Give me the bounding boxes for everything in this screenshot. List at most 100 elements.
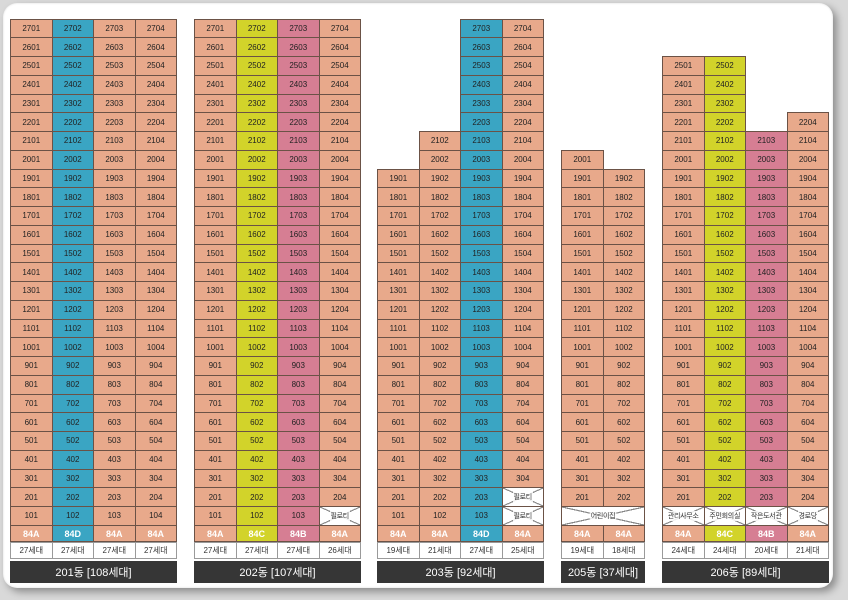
unit-cell: 1503 — [460, 243, 503, 264]
unit-cell: 904 — [134, 356, 177, 376]
unit-cell: 1602 — [703, 224, 746, 245]
unit-cell: 1901 — [561, 168, 604, 189]
unit-cell: 301 — [10, 468, 53, 489]
unit-cell: 103 — [277, 506, 320, 526]
unit-cell: 1002 — [602, 337, 645, 357]
unit-cell: 1501 — [194, 243, 237, 264]
unit-type-label: 84A — [602, 525, 645, 542]
unit-cell: 102 — [235, 506, 278, 526]
facility-cell-daycare: 어린이집 — [561, 506, 645, 526]
unit-cell: 1403 — [277, 262, 320, 282]
unit-cell: 902 — [602, 356, 645, 376]
unit-cell: 704 — [786, 393, 829, 414]
unit-cell: 602 — [235, 412, 278, 432]
unit-cell: 901 — [662, 356, 705, 376]
unit-cell: 1704 — [134, 206, 177, 226]
unit-cell: 1404 — [501, 262, 544, 282]
unit-cell: 402 — [418, 449, 461, 470]
unit-cell: 303 — [93, 468, 136, 489]
unit-cell: 501 — [10, 431, 53, 451]
unit-cell: 1101 — [194, 318, 237, 339]
unit-cell: 1202 — [703, 299, 746, 320]
unit-type-label: 84A — [561, 525, 604, 542]
unit-cell: 701 — [377, 393, 420, 414]
unit-type-label: 84A — [318, 525, 361, 542]
unit-cell: 1004 — [786, 337, 829, 357]
unit-cell: 2601 — [194, 37, 237, 57]
unit-cell: 1801 — [662, 187, 705, 207]
unit-cell: 1302 — [703, 281, 746, 301]
unit-cell: 1904 — [786, 168, 829, 189]
unit-cell: 902 — [51, 356, 94, 376]
facility-cell: 필로티 — [501, 487, 544, 507]
unit-cell: 601 — [194, 412, 237, 432]
unit-cell: 2102 — [235, 131, 278, 151]
unit-cell: 2303 — [277, 93, 320, 114]
unit-cell: 2102 — [418, 131, 461, 151]
facility-cell: 경로당 — [786, 506, 829, 526]
unit-cell: 2302 — [703, 93, 746, 114]
unit-cell: 803 — [460, 374, 503, 395]
unit-cell: 304 — [318, 468, 361, 489]
unit-cell: 703 — [745, 393, 788, 414]
unit-cell: 2104 — [501, 131, 544, 151]
unit-cell: 1803 — [277, 187, 320, 207]
unit-type-label: 84D — [460, 525, 503, 542]
unit-cell: 1702 — [703, 206, 746, 226]
unit-cell: 1801 — [10, 187, 53, 207]
unit-cell: 2502 — [235, 56, 278, 76]
unit-cell: 1602 — [235, 224, 278, 245]
unit-type-label: 84C — [235, 525, 278, 542]
unit-cell: 1601 — [561, 224, 604, 245]
unit-cell: 802 — [602, 374, 645, 395]
unit-cell: 2104 — [134, 131, 177, 151]
unit-cell: 302 — [51, 468, 94, 489]
household-count: 25세대 — [501, 542, 544, 559]
unit-cell: 2403 — [277, 74, 320, 95]
unit-cell: 1104 — [786, 318, 829, 339]
unit-cell: 2002 — [235, 149, 278, 170]
unit-cell: 1303 — [277, 281, 320, 301]
unit-cell: 1802 — [418, 187, 461, 207]
household-count: 27세대 — [277, 542, 320, 559]
unit-cell: 303 — [277, 468, 320, 489]
unit-cell: 2502 — [703, 56, 746, 76]
unit-cell: 1804 — [786, 187, 829, 207]
unit-cell: 1202 — [235, 299, 278, 320]
unit-cell: 301 — [561, 468, 604, 489]
unit-cell: 203 — [745, 487, 788, 507]
unit-cell: 1804 — [318, 187, 361, 207]
unit-cell: 1301 — [662, 281, 705, 301]
unit-cell: 302 — [235, 468, 278, 489]
unit-cell: 1901 — [194, 168, 237, 189]
unit-cell: 902 — [235, 356, 278, 376]
unit-cell: 1701 — [561, 206, 604, 226]
unit-cell: 2603 — [93, 37, 136, 57]
unit-cell: 404 — [318, 449, 361, 470]
unit-type-label: 84A — [10, 525, 53, 542]
unit-cell: 701 — [10, 393, 53, 414]
unit-cell: 1501 — [377, 243, 420, 264]
unit-cell: 1603 — [460, 224, 503, 245]
unit-cell: 2002 — [51, 149, 94, 170]
unit-cell: 401 — [194, 449, 237, 470]
unit-cell: 204 — [134, 487, 177, 507]
unit-cell: 1002 — [51, 337, 94, 357]
unit-cell: 1202 — [51, 299, 94, 320]
unit-cell: 702 — [703, 393, 746, 414]
unit-cell: 2302 — [51, 93, 94, 114]
household-count: 27세대 — [51, 542, 94, 559]
unit-cell: 1504 — [318, 243, 361, 264]
unit-cell: 2404 — [318, 74, 361, 95]
facility-cell: 필로티 — [318, 506, 361, 526]
unit-type-label: 84A — [786, 525, 829, 542]
household-count: 27세대 — [194, 542, 237, 559]
unit-cell: 1904 — [134, 168, 177, 189]
unit-cell: 504 — [786, 431, 829, 451]
household-count: 18세대 — [602, 542, 645, 559]
unit-cell: 604 — [786, 412, 829, 432]
unit-cell: 1401 — [377, 262, 420, 282]
unit-cell: 1102 — [418, 318, 461, 339]
unit-cell: 503 — [745, 431, 788, 451]
unit-cell: 2401 — [662, 74, 705, 95]
